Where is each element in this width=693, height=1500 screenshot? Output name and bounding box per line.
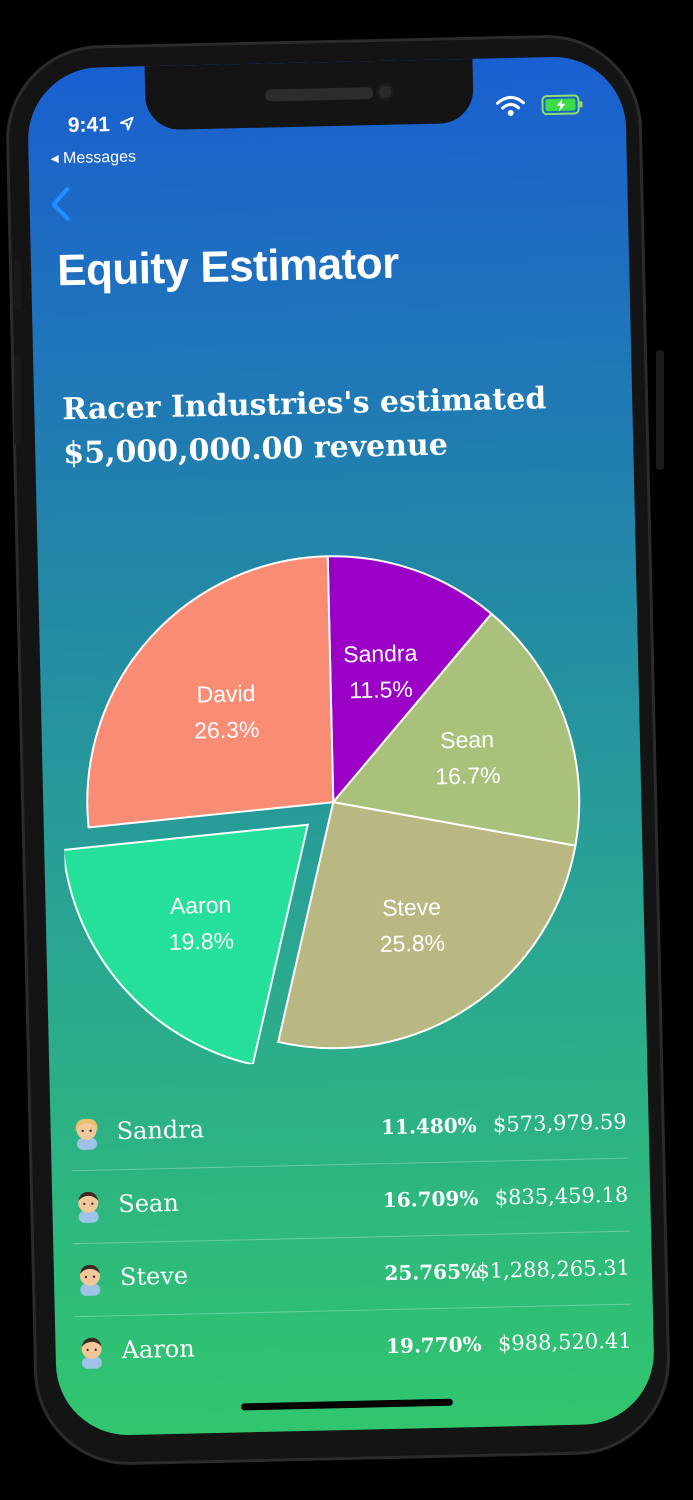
shareholder-name: Sandra	[116, 1115, 205, 1146]
shareholder-percent: 19.770%	[385, 1331, 482, 1359]
man-emoji-icon	[79, 1264, 101, 1296]
home-indicator[interactable]	[240, 1398, 453, 1411]
speaker-grille	[265, 87, 374, 102]
pie-slice-name-label: Aaron	[170, 892, 232, 919]
shareholder-amount: $835,459.18	[494, 1182, 629, 1210]
shareholder-amount: $988,520.41	[497, 1328, 632, 1356]
pie-slice-david[interactable]	[82, 555, 335, 829]
screen: 9:41 ◂ Messages Equity Estimator Racer I…	[26, 55, 656, 1437]
pie-slice-sean[interactable]	[329, 612, 581, 851]
shareholder-amount: $573,979.59	[492, 1109, 627, 1137]
pie-slice-percent-label: 16.7%	[435, 762, 501, 789]
wifi-icon	[495, 95, 525, 116]
pie-slice-name-label: Sean	[440, 726, 494, 753]
shareholder-amount: $1,288,265.31	[476, 1255, 631, 1284]
man-emoji-icon	[81, 1337, 102, 1369]
pie-slice-name-label: Sandra	[343, 640, 418, 668]
shareholder-name: Sean	[118, 1188, 180, 1219]
status-time: 9:41	[68, 113, 134, 138]
pie-slice-steve[interactable]	[273, 797, 580, 1050]
shareholder-row[interactable]: Aaron 19.770% $988,520.41	[75, 1305, 632, 1390]
pie-slice-percent-label: 26.3%	[194, 716, 260, 743]
shareholder-percent: 11.480%	[380, 1113, 477, 1140]
camera-icon	[375, 82, 395, 102]
pie-slice-name-label: David	[196, 680, 255, 707]
volume-button	[14, 260, 21, 310]
revenue-headline: Racer Industries's estimated $5,000,000.…	[62, 376, 604, 476]
shareholder-percent: 25.765%	[384, 1258, 481, 1286]
man-emoji-icon	[78, 1191, 99, 1223]
location-arrow-icon	[119, 116, 134, 131]
pie-slice-aaron[interactable]	[62, 823, 314, 1069]
page-title: Equity Estimator	[56, 238, 400, 296]
equity-pie-chart: Sandra 11.5% Sean 16.7% Steve 25.8% Aaron 19.8%…	[62, 553, 581, 1069]
side-button	[656, 350, 664, 470]
shareholder-name: Aaron	[121, 1334, 195, 1365]
status-icons	[495, 92, 596, 120]
back-chevron-icon[interactable]	[49, 186, 72, 222]
pie-slice-name-label: Steve	[382, 894, 441, 921]
shareholder-row[interactable]: Steve 25.765% $1,288,265.31	[73, 1231, 631, 1318]
pie-slice-percent-label: 19.8%	[169, 927, 235, 954]
shareholder-row[interactable]: Sean 16.709% $835,459.18	[71, 1158, 630, 1245]
pie-slice-percent-label: 25.8%	[380, 930, 446, 957]
shareholder-name: Steve	[119, 1261, 189, 1292]
shareholder-list: Sandra 11.480% $573,979.59 Sean 16.709% …	[69, 1085, 632, 1390]
shareholder-row[interactable]: Sandra 11.480% $573,979.59	[69, 1085, 628, 1172]
volume-button	[14, 355, 21, 445]
shareholder-percent: 16.709%	[382, 1186, 479, 1213]
woman-emoji-icon	[75, 1118, 98, 1150]
back-to-messages[interactable]: ◂ Messages	[50, 148, 137, 168]
pie-slice-sandra[interactable]	[326, 553, 496, 805]
battery-charging-icon	[541, 94, 583, 116]
notch	[144, 58, 474, 131]
pie-slice-percent-label: 11.5%	[349, 676, 413, 703]
